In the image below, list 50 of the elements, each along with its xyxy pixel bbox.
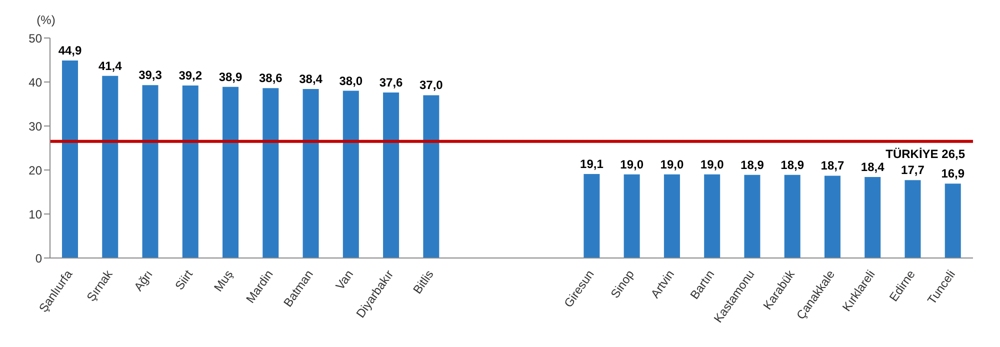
data-label: 41,4 [98, 58, 122, 73]
data-label: 44,9 [58, 43, 82, 58]
ref-line-label: TÜRKİYE 26,5 [886, 146, 966, 161]
bar [704, 174, 720, 258]
bar [824, 176, 840, 258]
bar [222, 86, 239, 258]
data-label: 18,4 [860, 160, 885, 174]
data-label: 19,0 [700, 157, 724, 172]
data-label: 19,1 [580, 156, 604, 171]
bar [62, 60, 78, 258]
data-label: 19,0 [660, 157, 684, 172]
y-tick-label: 50 [28, 31, 42, 46]
bar [102, 76, 118, 258]
data-label: 37,0 [419, 78, 444, 92]
bar [302, 89, 319, 258]
bar [142, 85, 158, 258]
bar [182, 86, 198, 258]
bar [383, 92, 400, 258]
data-label: 38,0 [339, 74, 363, 88]
data-label: 39,2 [178, 68, 202, 83]
data-label: 39,3 [138, 68, 162, 82]
bar [864, 177, 881, 258]
bar [342, 90, 359, 258]
bar [262, 88, 279, 258]
y-tick-label: 10 [28, 207, 42, 222]
data-label: 18,7 [820, 158, 844, 173]
bar [784, 174, 800, 258]
bar [744, 174, 760, 258]
bar [664, 174, 680, 258]
y-tick-label: 30 [28, 119, 42, 134]
data-label: 16,9 [941, 166, 965, 181]
data-label: 18,9 [780, 158, 804, 172]
x-tick-label: Siirt [172, 266, 196, 292]
y-tick-label: 0 [35, 251, 42, 266]
bar [624, 174, 640, 258]
data-label: 19,0 [620, 157, 644, 172]
y-axis-title: (%) [36, 13, 56, 27]
y-tick-label: 20 [28, 163, 42, 178]
data-label: 18,9 [740, 158, 764, 172]
data-label: 37,6 [379, 76, 404, 90]
bar [584, 174, 600, 258]
y-tick-label: 40 [28, 75, 42, 90]
bar [944, 184, 961, 258]
data-label: 17,7 [901, 163, 925, 178]
data-label: 38,9 [218, 70, 243, 84]
bar [904, 180, 921, 258]
bar [423, 95, 440, 258]
data-label: 38,4 [299, 72, 323, 86]
data-label: 38,6 [258, 71, 283, 86]
x-tick-label: Van [332, 268, 356, 292]
